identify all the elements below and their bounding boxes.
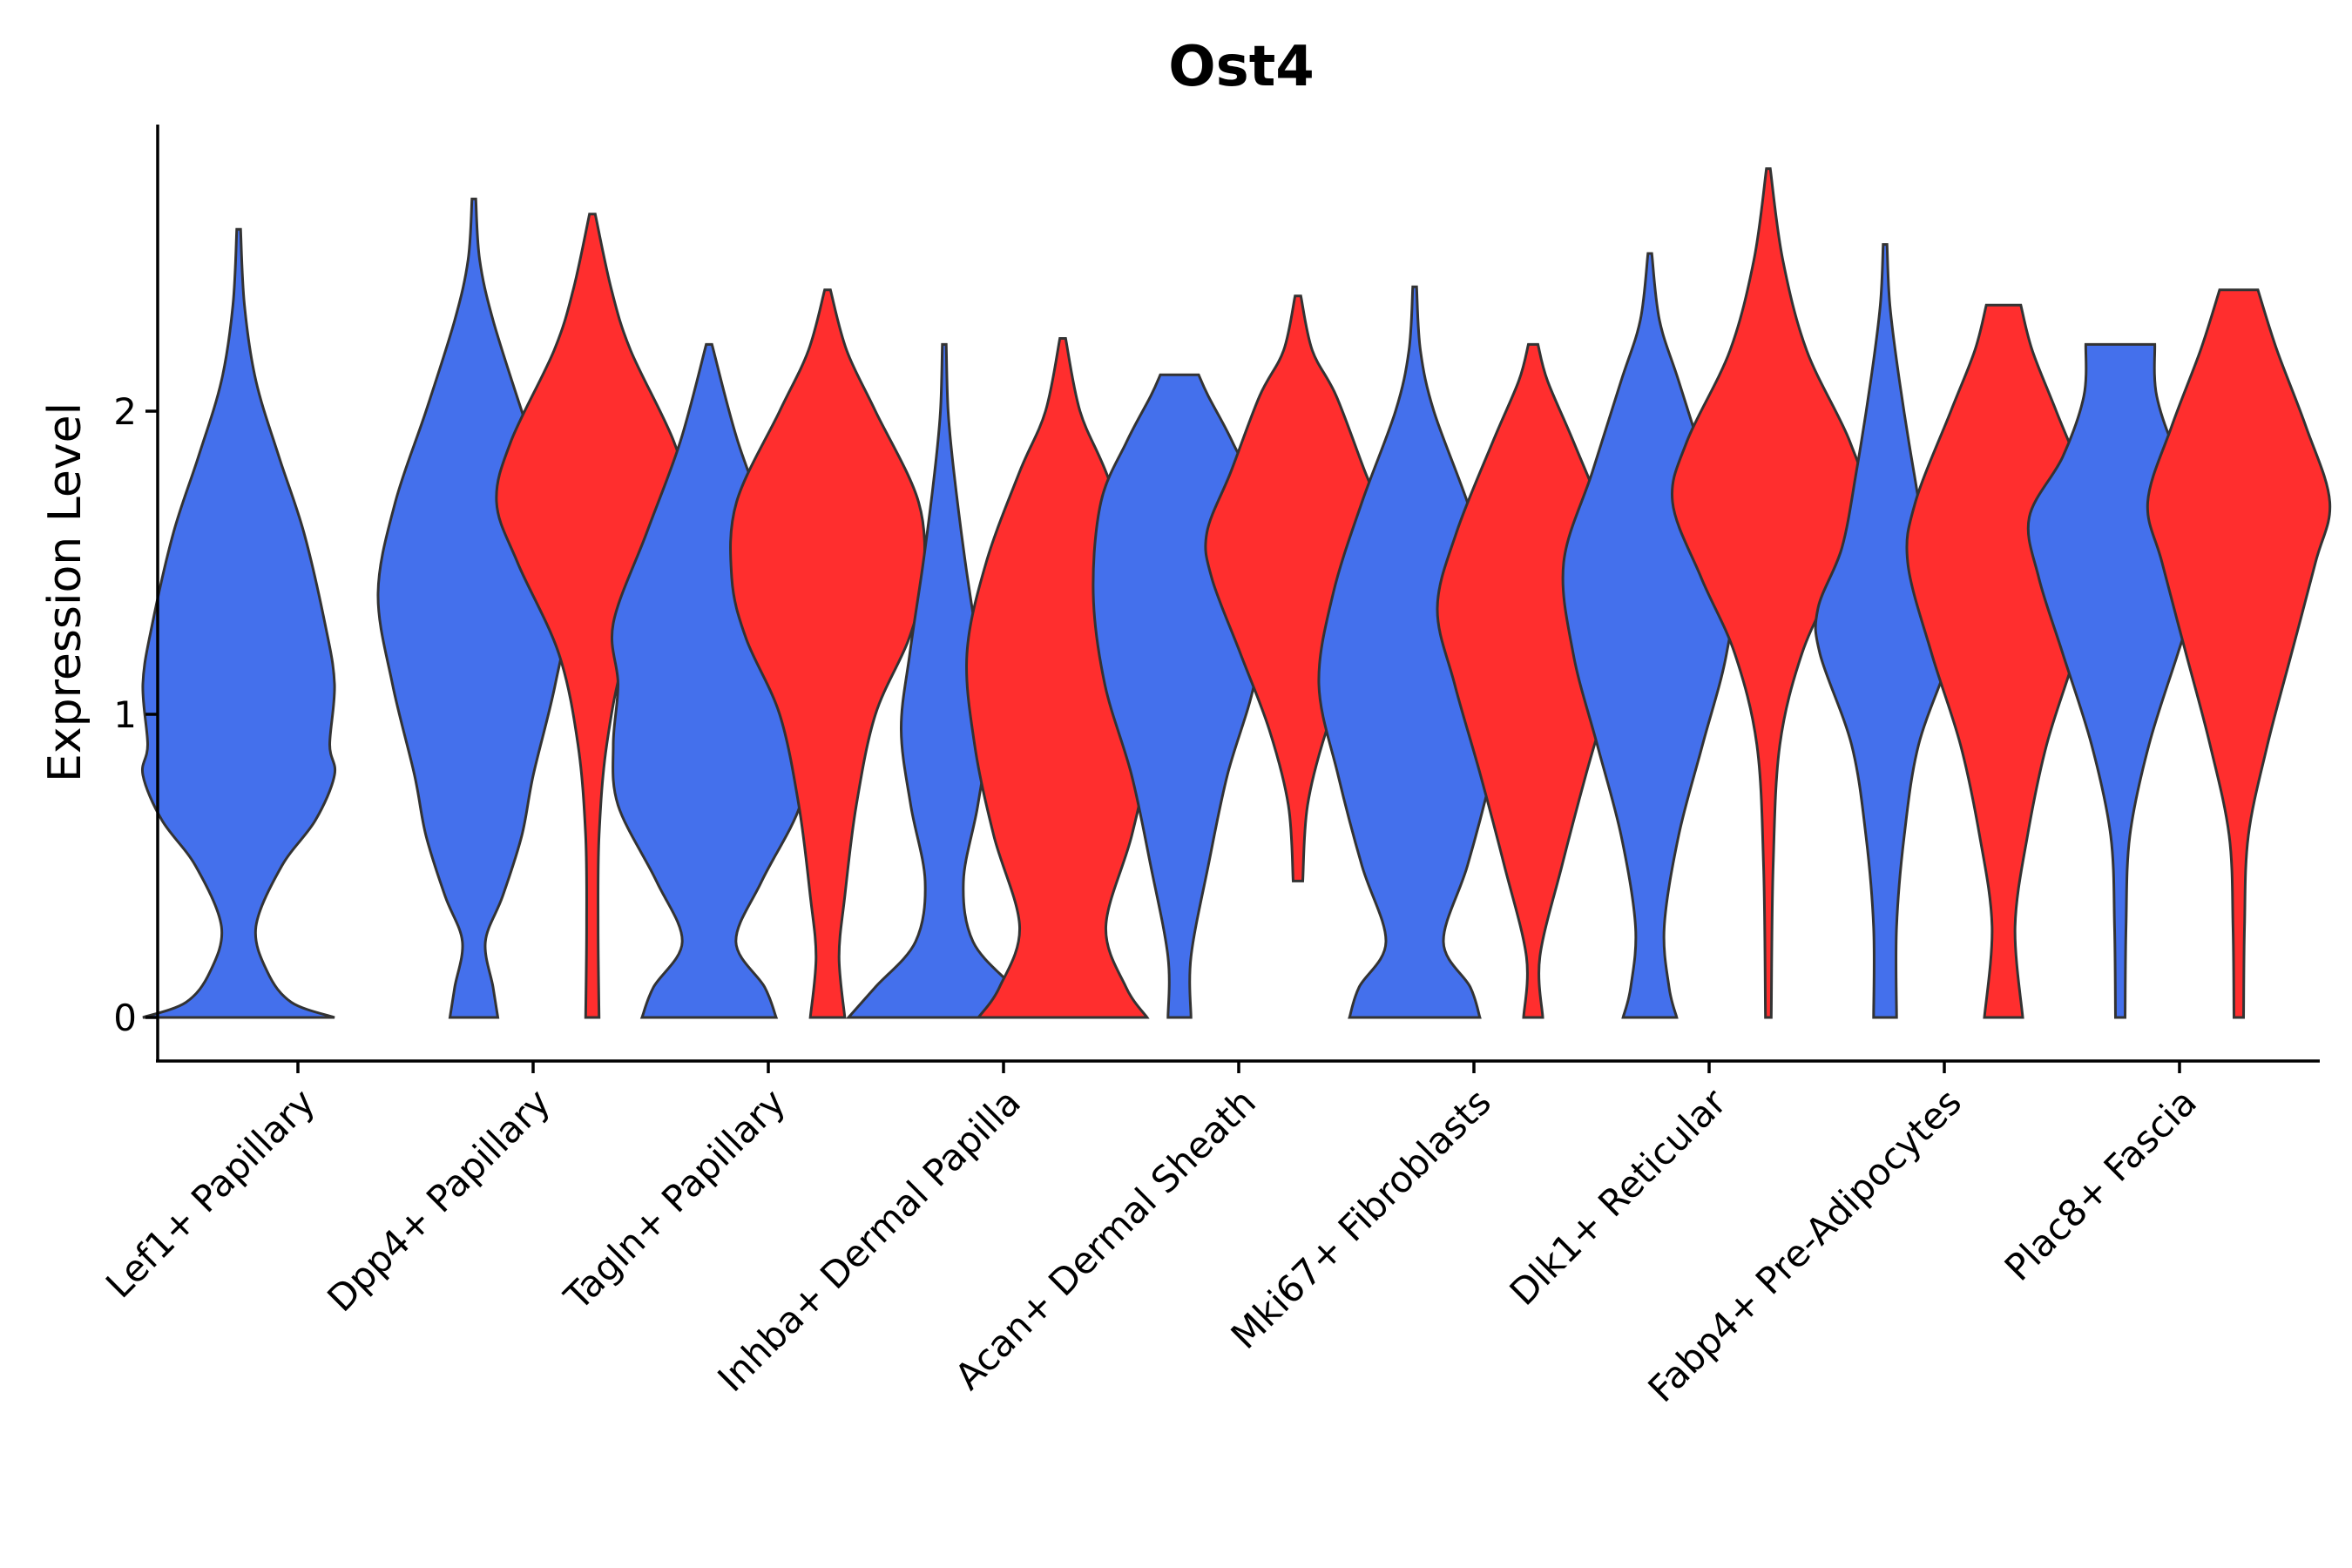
x-category-label: Lef1+ Papillary bbox=[98, 1080, 323, 1306]
y-tick-label: 0 bbox=[113, 997, 137, 1039]
violin-red bbox=[495, 213, 690, 1019]
violin-blue bbox=[1561, 252, 1739, 1019]
violin-blue bbox=[376, 197, 571, 1019]
x-category-label: Dpp4+ Papillary bbox=[319, 1080, 558, 1320]
violin-red bbox=[2146, 288, 2332, 1019]
y-axis-label: Expression Level bbox=[39, 402, 91, 782]
x-category-label: Plac8+ Fascia bbox=[1997, 1080, 2205, 1288]
chart-title: Ost4 bbox=[1168, 35, 1315, 99]
x-category-label: Dlk1+ Reticular bbox=[1502, 1080, 1735, 1314]
y-tick-label: 2 bbox=[113, 390, 137, 433]
violins-group bbox=[140, 167, 2332, 1019]
violin-blue bbox=[140, 227, 337, 1019]
violin-red bbox=[1670, 167, 1867, 1019]
x-category-label: Tagln+ Papillary bbox=[556, 1080, 794, 1318]
violin-red bbox=[729, 288, 926, 1019]
violin-blue bbox=[845, 342, 1044, 1019]
violin-blue bbox=[1317, 285, 1512, 1019]
violin-blue bbox=[1814, 243, 1957, 1019]
y-ticks-group: 0 1 2 bbox=[113, 390, 158, 1039]
y-tick-label: 1 bbox=[113, 693, 137, 736]
x-category-label: Mki67+ Fibroblasts bbox=[1223, 1080, 1499, 1356]
